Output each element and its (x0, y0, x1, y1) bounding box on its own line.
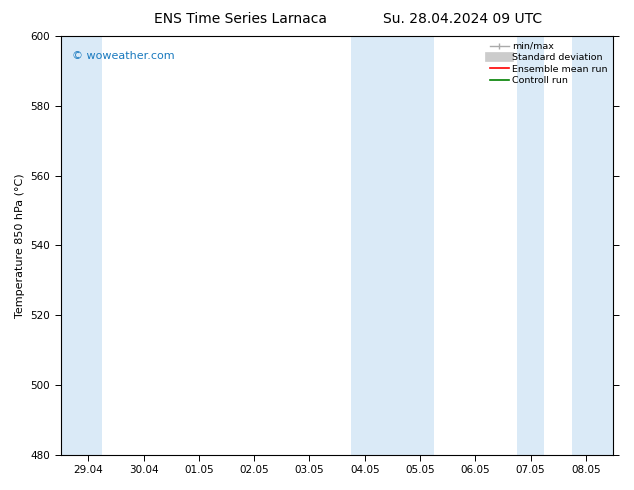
Bar (572, 36, 614, 455)
Bar (351, 36, 434, 455)
Bar (61, 36, 102, 455)
Y-axis label: Temperature 850 hPa (°C): Temperature 850 hPa (°C) (15, 173, 25, 318)
Text: © woweather.com: © woweather.com (72, 51, 174, 61)
Text: Su. 28.04.2024 09 UTC: Su. 28.04.2024 09 UTC (384, 12, 542, 26)
Bar (517, 36, 545, 455)
Legend: min/max, Standard deviation, Ensemble mean run, Controll run: min/max, Standard deviation, Ensemble me… (486, 38, 612, 89)
Text: ENS Time Series Larnaca: ENS Time Series Larnaca (155, 12, 327, 26)
